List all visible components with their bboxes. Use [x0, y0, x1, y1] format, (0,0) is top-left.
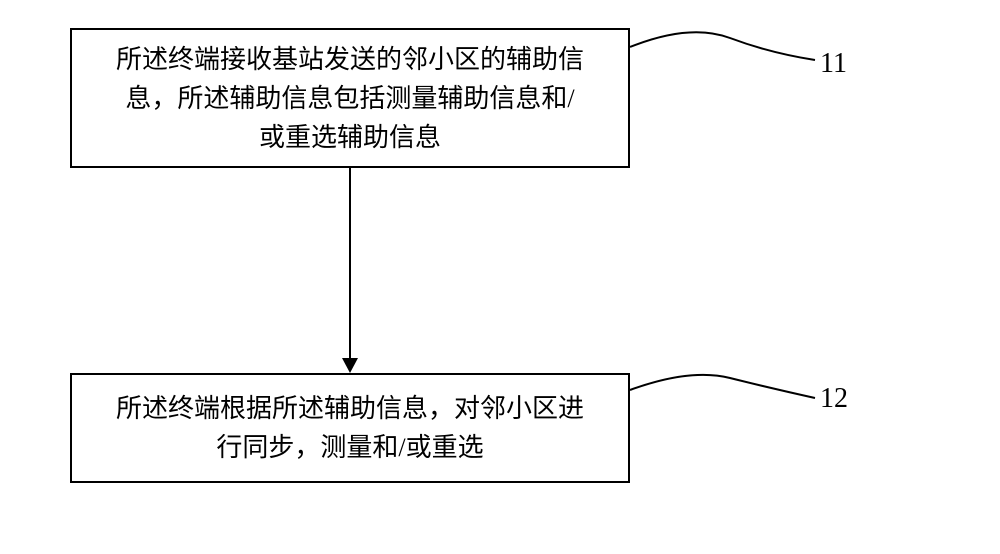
flow-box-1-text: 所述终端接收基站发送的邻小区的辅助信 息，所述辅助信息包括测量辅助信息和/ 或重…	[116, 40, 584, 157]
box1-line2: 息，所述辅助信息包括测量辅助信息和/	[125, 84, 574, 113]
connector-curve-1	[630, 28, 820, 88]
box1-line3: 或重选辅助信息	[259, 123, 441, 152]
arrow-line	[349, 168, 351, 360]
label-11: 11	[820, 48, 847, 80]
label-12: 12	[820, 383, 848, 415]
flow-box-1: 所述终端接收基站发送的邻小区的辅助信 息，所述辅助信息包括测量辅助信息和/ 或重…	[70, 28, 630, 168]
flow-box-2: 所述终端根据所述辅助信息，对邻小区进 行同步，测量和/或重选	[70, 373, 630, 483]
box1-line1: 所述终端接收基站发送的邻小区的辅助信	[116, 45, 584, 74]
arrow-head	[342, 358, 358, 373]
box2-line1: 所述终端根据所述辅助信息，对邻小区进	[116, 394, 584, 423]
connector-curve-2	[630, 373, 820, 423]
box2-line2: 行同步，测量和/或重选	[216, 433, 483, 462]
flow-box-2-text: 所述终端根据所述辅助信息，对邻小区进 行同步，测量和/或重选	[116, 389, 584, 467]
